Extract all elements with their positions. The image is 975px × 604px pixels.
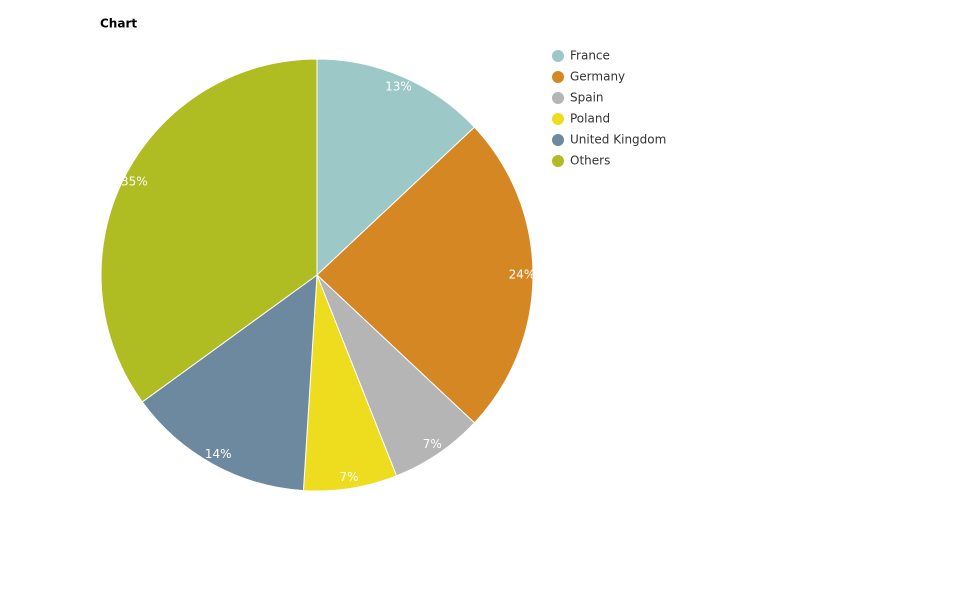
data-label: 14% (205, 447, 232, 461)
legend-swatch (552, 134, 564, 146)
legend-label: Spain (570, 91, 604, 105)
legend-swatch (552, 71, 564, 83)
data-label: 13% (385, 79, 412, 93)
legend-label: United Kingdom (570, 133, 666, 147)
chart-title: Chart (100, 17, 137, 31)
legend-label: France (570, 49, 610, 63)
data-label: 7% (423, 437, 442, 451)
data-label: 35% (121, 174, 148, 188)
legend-label: Others (570, 154, 610, 168)
legend-label: Poland (570, 112, 610, 126)
data-label: 24% (509, 268, 536, 282)
pie-slice (316, 126, 534, 424)
legend-swatch (552, 155, 564, 167)
legend-swatch (552, 113, 564, 125)
data-label: 7% (340, 470, 359, 484)
pie-slice (316, 58, 476, 277)
legend-swatch (552, 50, 564, 62)
legend-swatch (552, 92, 564, 104)
pie-slice (100, 58, 318, 403)
legend-label: Germany (570, 70, 625, 84)
pie-slice (141, 273, 318, 492)
